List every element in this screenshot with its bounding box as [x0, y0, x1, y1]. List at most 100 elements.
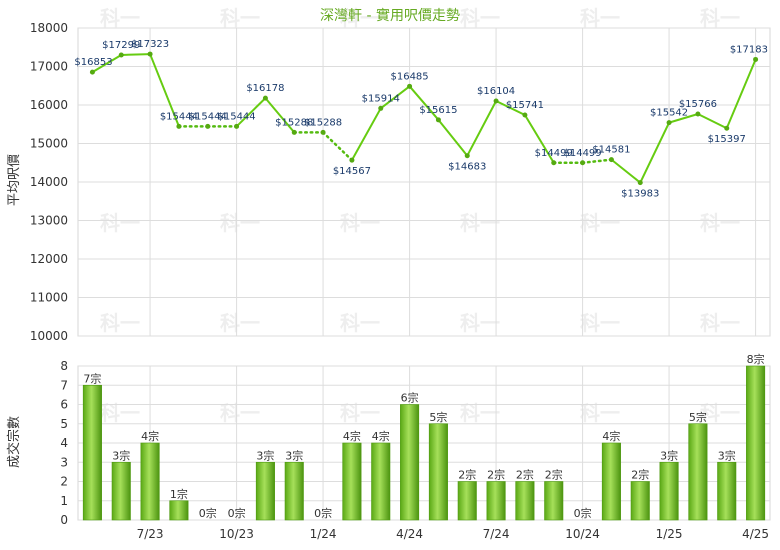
- volume-data-label: 5宗: [429, 410, 447, 424]
- price-line-segment: [639, 121, 671, 184]
- volume-bar: [111, 461, 131, 521]
- x-tick-label: 1/25: [656, 527, 683, 541]
- price-line-segment: [350, 107, 382, 162]
- volume-data-label: 2宗: [545, 468, 563, 482]
- price-line-segment: [466, 99, 498, 157]
- volume-y-axis-label: 成交宗數: [6, 416, 22, 468]
- price-point: [407, 83, 413, 89]
- watermark-text: 科一: [460, 311, 500, 335]
- watermark-text: 科一: [460, 6, 500, 30]
- price-point: [695, 111, 701, 117]
- price-data-label: $15914: [362, 93, 400, 104]
- price-line-segment: [91, 53, 123, 74]
- volume-data-label: 0宗: [199, 506, 217, 520]
- price-line-segment: [264, 97, 296, 134]
- price-y-tick-label: 13000: [30, 214, 68, 228]
- x-tick-label: 7/23: [137, 527, 164, 541]
- price-data-label: $15444: [160, 111, 198, 122]
- price-point: [666, 120, 672, 126]
- volume-bar: [169, 500, 189, 521]
- volume-bar: [284, 461, 304, 521]
- watermark-text: 科一: [220, 211, 260, 235]
- watermark-text: 科一: [220, 311, 260, 335]
- x-tick-label: 4/24: [396, 527, 423, 541]
- price-data-label: $14581: [592, 145, 630, 156]
- volume-data-label: 0宗: [228, 506, 246, 520]
- volume-bar: [400, 404, 420, 521]
- price-data-label: $17323: [131, 39, 169, 50]
- price-data-label: $13983: [621, 189, 659, 200]
- volume-bar: [457, 481, 477, 521]
- price-y-tick-label: 12000: [30, 252, 68, 266]
- watermark-text: 科一: [460, 211, 500, 235]
- watermark-text: 科一: [340, 211, 380, 235]
- price-data-label: $16178: [246, 83, 284, 94]
- volume-data-label: 3宗: [112, 448, 130, 462]
- volume-data-label: 2宗: [487, 468, 505, 482]
- price-y-tick-label: 18000: [30, 21, 68, 35]
- chart-title: 深灣軒 - 實用呎價走勢: [320, 7, 460, 24]
- volume-data-label: 4宗: [372, 429, 390, 443]
- x-tick-label: 7/24: [483, 527, 510, 541]
- price-y-tick-label: 16000: [30, 98, 68, 112]
- watermark-text: 科一: [700, 6, 740, 30]
- price-point: [435, 117, 441, 123]
- price-point: [89, 69, 95, 75]
- volume-data-label: 1宗: [170, 487, 188, 501]
- price-y-tick-label: 10000: [30, 329, 68, 343]
- price-point: [262, 95, 268, 101]
- volume-data-label: 6宗: [401, 391, 419, 405]
- volume-data-label: 3宗: [256, 448, 274, 462]
- price-line-segment: [495, 99, 526, 116]
- price-data-label: $16485: [390, 71, 428, 82]
- volume-bar: [601, 442, 621, 521]
- price-line-segment: [120, 53, 152, 56]
- price-data-label: $16104: [477, 86, 515, 97]
- price-point: [493, 98, 499, 104]
- price-data-label: $15288: [275, 117, 313, 128]
- price-point: [176, 123, 182, 129]
- volume-y-tick-label: 3: [60, 455, 68, 469]
- price-line-segment: [696, 113, 728, 130]
- price-data-label: $15397: [708, 134, 746, 145]
- price-data-label: $15444: [217, 111, 255, 122]
- volume-data-label: 8宗: [747, 352, 765, 366]
- price-line-segment: [581, 158, 613, 165]
- price-data-label: $15542: [650, 108, 688, 119]
- volume-bar: [371, 442, 391, 521]
- volume-data-label: 4宗: [343, 429, 361, 443]
- price-point: [608, 157, 614, 163]
- x-tick-label: 4/25: [742, 527, 769, 541]
- price-point: [320, 129, 326, 135]
- volume-data-label: 2宗: [631, 468, 649, 482]
- price-data-label: $15288: [304, 117, 342, 128]
- price-line-segment: [321, 131, 354, 162]
- price-data-label: $14499: [563, 148, 601, 159]
- price-data-label: $15444: [189, 111, 227, 122]
- volume-bar: [515, 481, 535, 521]
- volume-y-tick-label: 8: [60, 359, 68, 373]
- volume-data-label: 5宗: [689, 410, 707, 424]
- price-line-segment: [523, 113, 555, 164]
- price-point: [147, 51, 153, 57]
- price-data-label: $14683: [448, 162, 486, 173]
- volume-data-label: 2宗: [516, 468, 534, 482]
- volume-data-label: 4宗: [602, 429, 620, 443]
- price-point: [378, 105, 384, 111]
- price-point: [637, 180, 643, 186]
- volume-bar: [659, 461, 679, 521]
- volume-y-tick-label: 6: [60, 398, 68, 412]
- price-point: [291, 129, 297, 135]
- price-data-label: $15741: [506, 100, 544, 111]
- watermark-text: 科一: [700, 211, 740, 235]
- price-y-tick-label: 14000: [30, 175, 68, 189]
- price-point: [464, 153, 470, 159]
- volume-bar: [630, 481, 650, 521]
- price-data-label: $16853: [74, 57, 112, 68]
- price-line-segment: [408, 85, 440, 121]
- volume-y-tick-label: 1: [60, 494, 68, 508]
- watermark-text: 科一: [580, 211, 620, 235]
- volume-data-label: 7宗: [83, 371, 101, 385]
